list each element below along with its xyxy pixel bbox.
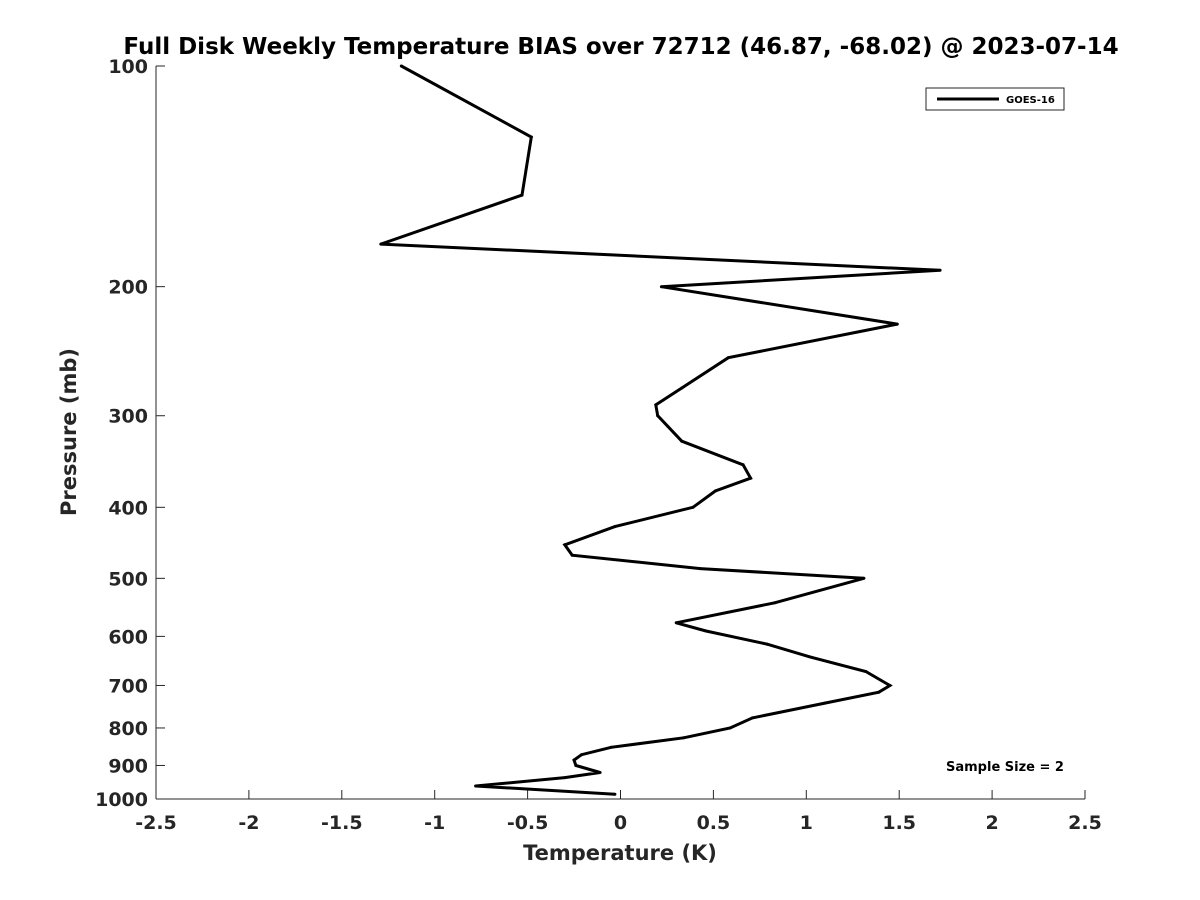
data-point — [680, 439, 684, 443]
data-point — [574, 764, 578, 767]
x-tick-label: 1.5 — [882, 812, 916, 834]
data-point — [726, 356, 730, 360]
data-point — [773, 601, 777, 605]
y-axis-title: Pressure (mb) — [57, 348, 81, 516]
x-tick-label: -2.5 — [135, 812, 177, 834]
x-tick-label: -1.5 — [321, 812, 363, 834]
y-tick-label: 300 — [108, 406, 148, 428]
data-point — [682, 736, 686, 740]
x-tick-label: 1 — [800, 812, 813, 834]
data-point — [741, 463, 745, 467]
data-point — [698, 567, 702, 571]
data-point — [728, 726, 732, 730]
x-tick-label: 0.5 — [697, 812, 731, 834]
x-tick-label: -2 — [238, 812, 259, 834]
data-point — [895, 322, 899, 326]
y-tick-label: 900 — [108, 755, 148, 777]
data-point — [613, 792, 617, 796]
y-tick-label: 1000 — [95, 789, 148, 811]
data-point — [659, 285, 663, 289]
data-point — [862, 576, 866, 580]
data-point — [529, 135, 533, 139]
y-tick-label: 800 — [108, 718, 148, 740]
y-tick-label: 100 — [108, 56, 148, 78]
data-point — [580, 753, 583, 757]
data-point — [823, 701, 827, 705]
series-points-goes16 — [379, 64, 942, 796]
data-point — [877, 690, 881, 694]
x-tick-label: 2.5 — [1068, 812, 1102, 834]
data-point — [691, 505, 695, 509]
x-tick-label: -1 — [424, 812, 445, 834]
y-tick-label: 600 — [108, 626, 148, 648]
x-tick-label: 0 — [614, 812, 627, 834]
data-point — [749, 476, 753, 480]
legend: GOES-16 — [925, 87, 1065, 111]
data-point — [808, 655, 812, 659]
data-point — [598, 771, 602, 774]
data-point — [399, 64, 403, 68]
x-tick-label: -0.5 — [507, 812, 549, 834]
data-point — [520, 193, 524, 197]
y-axis-ticks: 100 200 300 400 500 600 700 800 900 1000 — [95, 56, 165, 811]
data-point — [713, 489, 717, 493]
y-tick-label: 200 — [108, 277, 148, 299]
data-point — [654, 403, 658, 407]
y-tick-label: 500 — [108, 568, 148, 590]
sample-size-annotation: Sample Size = 2 — [946, 760, 1064, 775]
data-point — [570, 553, 574, 557]
x-axis-ticks: -2.5 -2 -1.5 -1 -0.5 0 0.5 1 1.5 2 2.5 — [135, 790, 1102, 834]
data-point — [474, 784, 478, 788]
data-point — [765, 642, 769, 646]
x-tick-label: 2 — [985, 812, 998, 834]
data-point — [704, 629, 708, 633]
legend-label-goes16: GOES-16 — [1006, 95, 1055, 106]
data-point — [572, 758, 576, 762]
data-point — [888, 684, 892, 687]
data-point — [750, 716, 754, 720]
data-point — [609, 745, 613, 749]
data-point — [379, 242, 383, 246]
y-tick-label: 700 — [108, 675, 148, 697]
data-point — [674, 621, 678, 625]
y-tick-label: 400 — [108, 497, 148, 519]
x-axis-title: Temperature (K) — [523, 841, 717, 865]
data-point — [938, 268, 942, 272]
data-point — [563, 543, 567, 547]
data-point — [563, 776, 567, 780]
chart-title: Full Disk Weekly Temperature BIAS over 7… — [123, 34, 1118, 60]
data-point — [864, 670, 868, 673]
plot-area — [156, 66, 1085, 799]
data-point — [613, 525, 617, 529]
data-point — [656, 414, 660, 418]
data-point — [680, 386, 684, 390]
